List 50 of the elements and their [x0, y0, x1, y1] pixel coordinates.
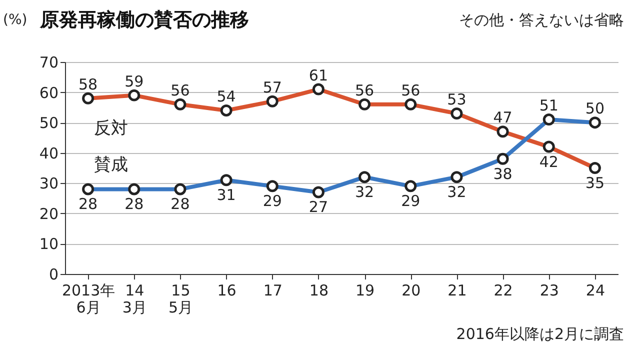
data-label: 54 [216, 87, 236, 106]
y-tick-label: 20 [39, 204, 58, 223]
data-label: 27 [308, 198, 328, 216]
chart-title: 原発再稼働の賛否の推移 [39, 9, 249, 31]
x-tick-label: 15 5月 [168, 282, 193, 316]
data-label: 31 [216, 186, 236, 204]
x-tick-label: 2013年 6月 [62, 282, 116, 316]
y-tick-label: 60 [39, 84, 58, 102]
x-tick-label: 19 [355, 282, 375, 300]
y-tick-label: 40 [39, 144, 58, 162]
data-label: 28 [124, 195, 144, 214]
data-label: 32 [447, 183, 466, 202]
y-tick-label: 70 [39, 54, 58, 72]
data-label: 61 [308, 66, 328, 84]
series-label: 賛成 [94, 155, 128, 176]
data-label: 38 [493, 164, 512, 183]
data-label: 53 [447, 90, 466, 108]
data-label: 58 [78, 75, 98, 94]
x-tick-label: 20 [402, 282, 421, 300]
y-tick-label: 50 [39, 114, 58, 132]
data-label: 28 [170, 195, 190, 214]
y-tick-label: 10 [39, 235, 58, 254]
series-label: 反対 [94, 118, 128, 138]
data-label: 42 [539, 152, 558, 171]
x-tick-label: 24 [586, 282, 606, 300]
x-tick-label: 22 [494, 282, 513, 300]
x-tick-label: 23 [540, 282, 559, 300]
y-axis-title: (%) [3, 12, 28, 28]
data-label: 32 [354, 183, 374, 202]
data-label: 29 [401, 192, 420, 210]
data-label: 51 [539, 96, 558, 115]
data-label: 56 [354, 81, 374, 100]
data-label: 35 [585, 174, 605, 192]
x-tick-label: 17 [263, 282, 282, 300]
text: その他・答えないは省略 [459, 11, 624, 29]
x-tick-label: 14 3月 [122, 282, 147, 316]
data-label: 47 [493, 108, 512, 127]
y-tick-label: 0 [48, 266, 58, 284]
data-label: 59 [124, 72, 144, 90]
data-label: 56 [170, 81, 190, 100]
data-label: 56 [401, 81, 420, 100]
x-tick-label: 16 [217, 282, 236, 300]
y-tick-label: 30 [39, 174, 58, 193]
data-label: 57 [262, 78, 282, 96]
text: 2016年以降は2月に調査 [456, 325, 624, 343]
data-label: 50 [585, 100, 605, 118]
x-tick-label: 18 [309, 282, 329, 300]
data-label: 28 [78, 195, 98, 214]
x-tick-label: 21 [448, 282, 467, 300]
data-label: 29 [262, 192, 282, 210]
